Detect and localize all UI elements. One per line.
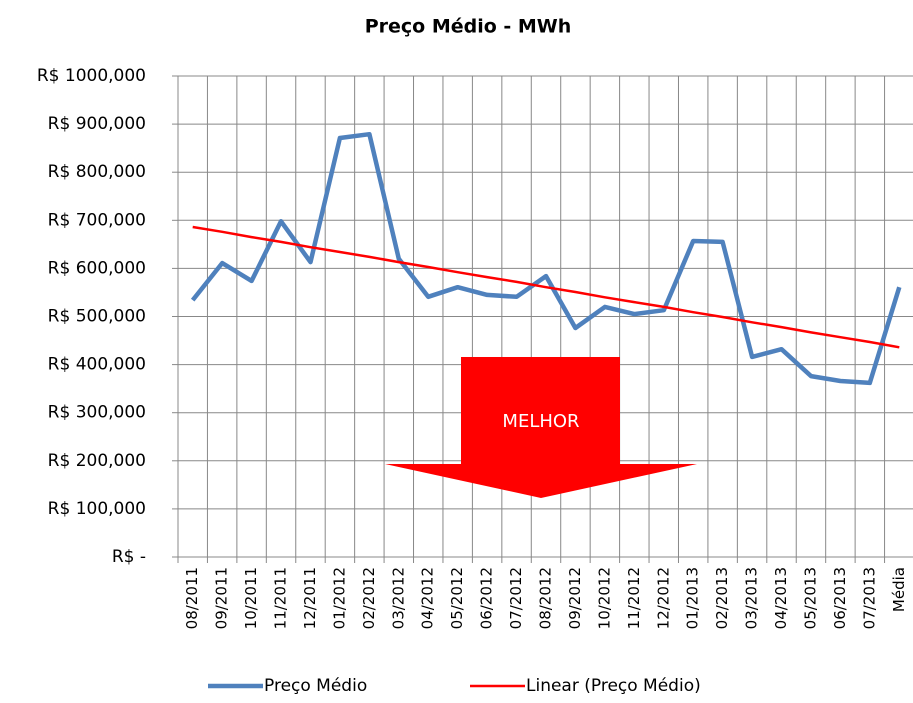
y-tick-label: R$ - bbox=[112, 547, 146, 567]
x-tick-label: 06/2013 bbox=[831, 567, 849, 629]
x-tick-label: 03/2012 bbox=[389, 567, 407, 629]
y-tick-label: R$ 900,000 bbox=[48, 114, 146, 134]
annotation: MELHOR bbox=[502, 411, 579, 432]
legend-label: Preço Médio bbox=[264, 676, 367, 696]
legend-label: Linear (Preço Médio) bbox=[526, 676, 701, 696]
x-tick-label: 02/2013 bbox=[713, 567, 731, 629]
y-tick-label: R$ 1000,000 bbox=[37, 66, 146, 86]
x-tick-label: 02/2012 bbox=[360, 567, 378, 629]
x-tick-label: 12/2011 bbox=[301, 567, 319, 629]
x-tick-label: 01/2012 bbox=[330, 567, 348, 629]
y-tick-label: R$ 300,000 bbox=[48, 403, 146, 423]
x-tick-label: 04/2013 bbox=[772, 567, 790, 629]
arrow bbox=[385, 357, 697, 498]
x-tick-label: 05/2012 bbox=[448, 567, 466, 629]
x-tick-label: Média bbox=[890, 567, 908, 612]
trend-line bbox=[192, 225, 900, 349]
x-tick-label: 01/2013 bbox=[684, 567, 702, 629]
y-tick-label: R$ 600,000 bbox=[48, 258, 146, 278]
y-tick-label: R$ 400,000 bbox=[48, 355, 146, 375]
x-tick-label: 07/2013 bbox=[860, 567, 878, 629]
line-series bbox=[190, 131, 902, 386]
x-tick-label: 04/2012 bbox=[419, 567, 437, 629]
y-tick-label: R$ 700,000 bbox=[48, 210, 146, 230]
x-tick-label: 11/2011 bbox=[272, 567, 290, 629]
x-tick-label: 12/2012 bbox=[654, 567, 672, 629]
y-tick-label: R$ 800,000 bbox=[48, 162, 146, 182]
x-tick-label: 03/2013 bbox=[743, 567, 761, 629]
y-tick-label: R$ 200,000 bbox=[48, 451, 146, 471]
x-tick-label: 08/2012 bbox=[537, 567, 555, 629]
y-tick-label: R$ 500,000 bbox=[48, 307, 146, 327]
x-tick-label: 07/2012 bbox=[507, 567, 525, 629]
x-tick-label: 09/2011 bbox=[213, 567, 231, 629]
x-tick-label: 05/2013 bbox=[801, 567, 819, 629]
x-tick-label: 06/2012 bbox=[478, 567, 496, 629]
chart-title: Preço Médio - MWh bbox=[365, 16, 572, 38]
x-tick-label: 08/2011 bbox=[183, 567, 201, 629]
y-tick-label: R$ 100,000 bbox=[48, 499, 146, 519]
x-tick-label: 11/2012 bbox=[625, 567, 643, 629]
x-tick-label: 10/2011 bbox=[242, 567, 260, 629]
x-tick-label: 09/2012 bbox=[566, 567, 584, 629]
x-tick-label: 10/2012 bbox=[595, 567, 613, 629]
